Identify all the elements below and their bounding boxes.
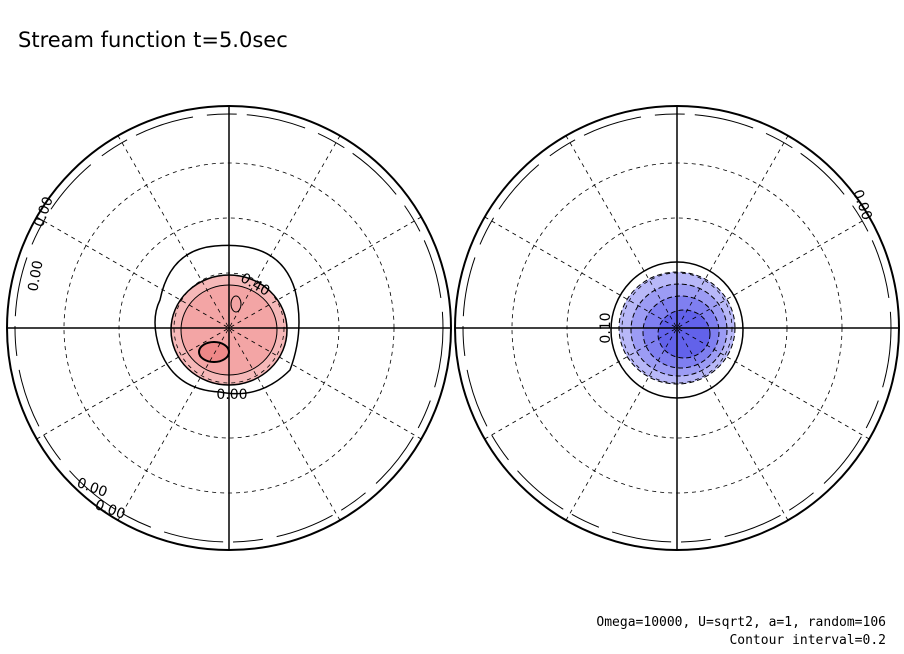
contour-line — [154, 244, 300, 395]
meridian — [565, 135, 789, 521]
boundary — [454, 105, 900, 551]
meridian — [36, 216, 422, 440]
meridian — [484, 216, 870, 440]
panel: 0.00 0.00 0.40 0.00 0.00 0.00 — [6, 105, 452, 551]
contour-line — [230, 295, 242, 313]
meridian — [484, 216, 870, 440]
footnote: Contour interval=0.2 — [729, 633, 886, 648]
boundary-contour — [462, 113, 892, 543]
footnote: Omega=10000, U=sqrt2, a=1, random=106 — [596, 615, 886, 630]
contour-label: 0.00 — [25, 259, 46, 292]
meridian — [565, 135, 789, 521]
negative-region — [657, 309, 711, 359]
meridian — [117, 135, 341, 521]
boundary — [6, 105, 452, 551]
contour-label: 0.10 — [598, 312, 614, 343]
meridian — [117, 135, 341, 521]
meridian — [36, 216, 422, 440]
boundary-contour — [14, 113, 444, 543]
panel: 0.10 0.00 — [454, 105, 900, 551]
contour-line — [198, 341, 230, 363]
title: Stream function t=5.0sec — [18, 28, 288, 52]
contour-label: 0.00 — [216, 387, 247, 403]
